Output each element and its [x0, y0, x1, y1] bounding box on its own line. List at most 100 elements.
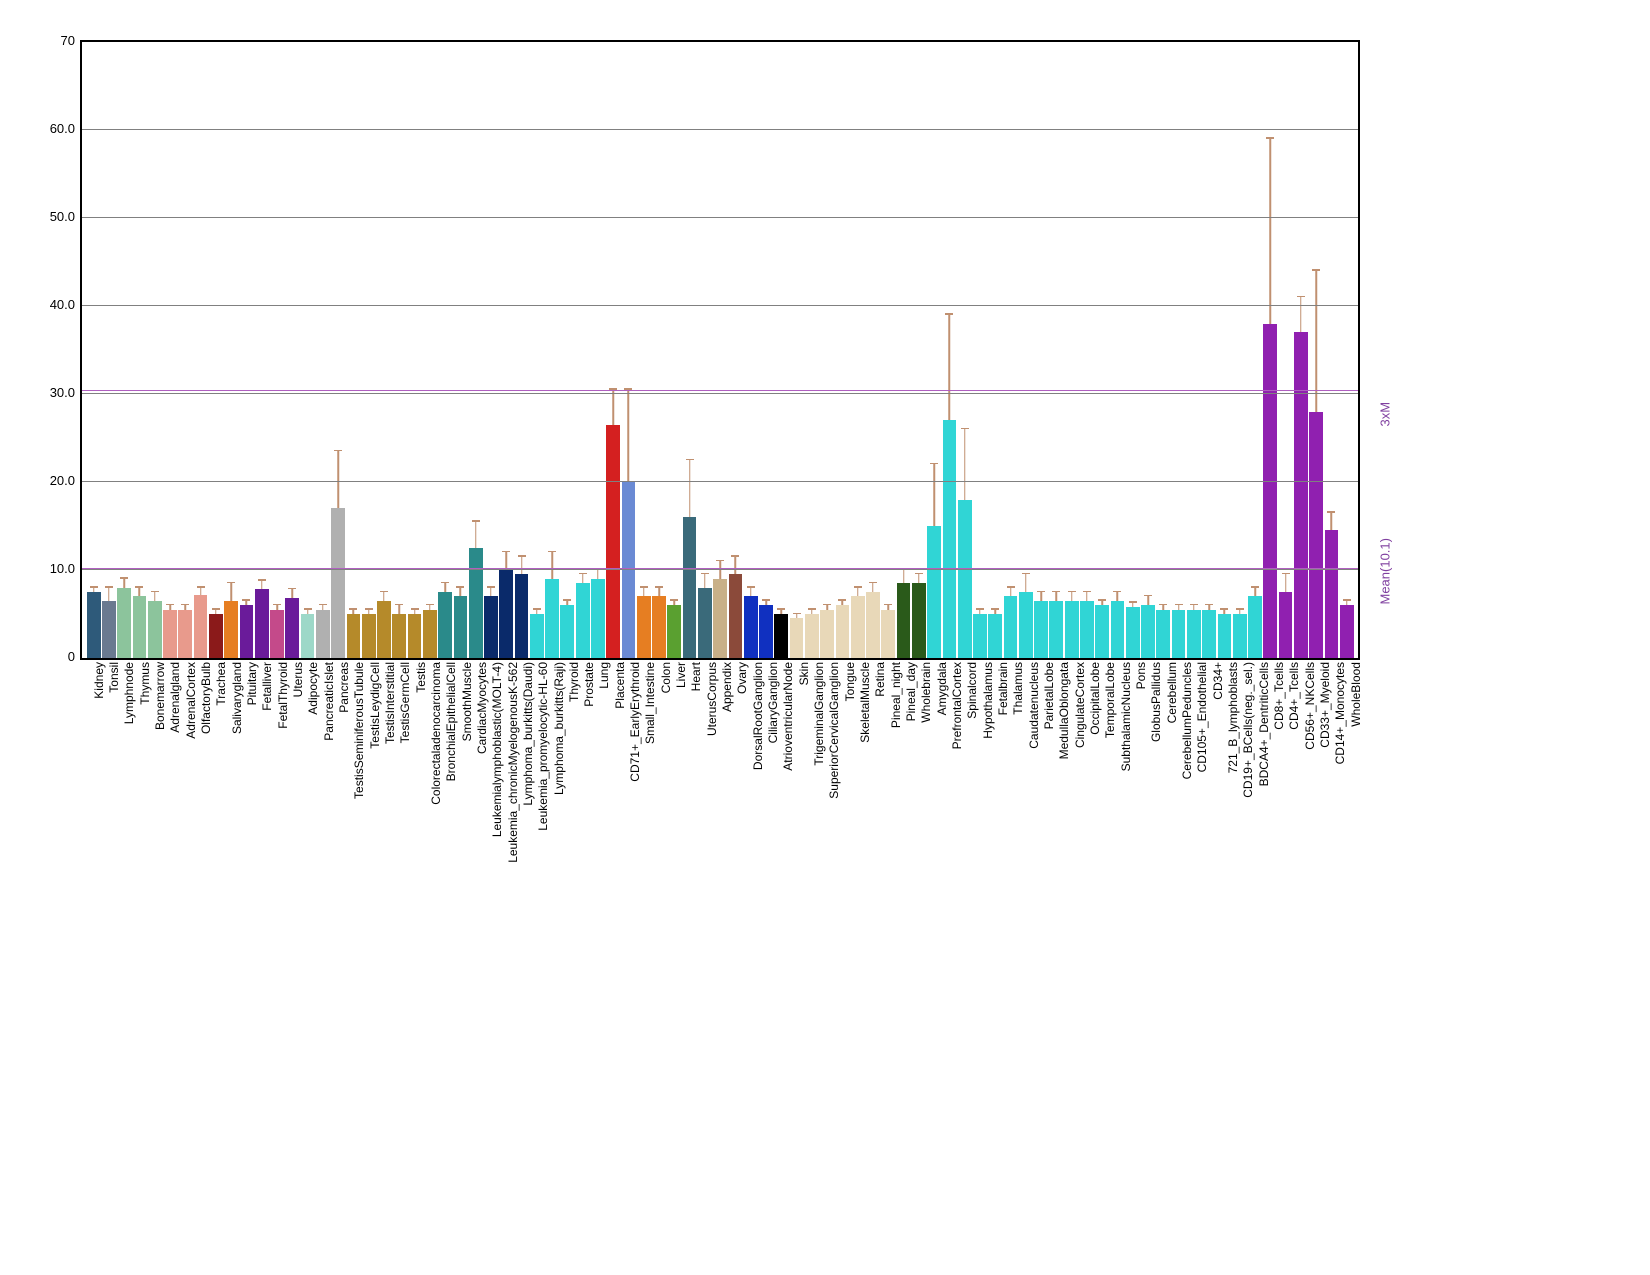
y-tick-label: 60.0: [35, 121, 75, 136]
bar-wrap: [453, 42, 468, 658]
error-bar: [582, 574, 584, 583]
error-bar: [322, 605, 324, 609]
error-bar-cap: [533, 608, 541, 610]
error-bar-cap: [731, 555, 739, 557]
bar-wrap: [1293, 42, 1308, 658]
error-bar-cap: [411, 608, 419, 610]
error-bar-cap: [472, 520, 480, 522]
bar-wrap: [881, 42, 896, 658]
bar: [866, 592, 880, 658]
bar: [1202, 610, 1216, 658]
bar: [560, 605, 574, 658]
error-bar-cap: [1022, 573, 1030, 575]
bar-wrap: [178, 42, 193, 658]
bar: [484, 596, 498, 658]
bar-wrap: [422, 42, 437, 658]
bar-wrap: [1217, 42, 1232, 658]
bar-wrap: [865, 42, 880, 658]
bar-wrap: [224, 42, 239, 658]
error-bar: [826, 605, 828, 609]
error-bar: [276, 605, 278, 609]
error-bar-cap: [135, 586, 143, 588]
error-bar-cap: [1220, 608, 1228, 610]
bar: [148, 601, 162, 658]
bar: [438, 592, 452, 658]
bar: [209, 614, 223, 658]
error-bar: [307, 610, 309, 614]
error-bar: [154, 592, 156, 601]
bar-wrap: [269, 42, 284, 658]
gridline: [82, 129, 1358, 130]
bar: [1233, 614, 1247, 658]
bar-wrap: [254, 42, 269, 658]
error-bar: [765, 601, 767, 605]
error-bar: [1025, 574, 1027, 592]
error-bar: [903, 570, 905, 583]
bar-wrap: [1186, 42, 1201, 658]
error-bar: [1208, 605, 1210, 609]
error-bar-cap: [334, 450, 342, 452]
bar-wrap: [1156, 42, 1171, 658]
error-bar: [536, 610, 538, 614]
error-bar: [444, 583, 446, 592]
error-bar: [185, 605, 187, 609]
reference-line-label: Mean(10.1): [1378, 538, 1393, 604]
error-bar: [1071, 592, 1073, 601]
bar-wrap: [804, 42, 819, 658]
error-bar: [918, 574, 920, 583]
error-bar: [1254, 588, 1256, 597]
error-bar-cap: [1129, 601, 1137, 603]
error-bar-cap: [808, 608, 816, 610]
bar-wrap: [972, 42, 987, 658]
bar-wrap: [239, 42, 254, 658]
bar: [1111, 601, 1125, 658]
error-bar-cap: [304, 608, 312, 610]
bar-wrap: [575, 42, 590, 658]
error-bar-cap: [258, 579, 266, 581]
bar: [1279, 592, 1293, 658]
error-bar: [429, 605, 431, 609]
bar: [1248, 596, 1262, 658]
bar-wrap: [1018, 42, 1033, 658]
bar-wrap: [193, 42, 208, 658]
error-bar-cap: [747, 586, 755, 588]
bar-wrap: [988, 42, 1003, 658]
error-bar: [246, 601, 248, 605]
bar: [347, 614, 361, 658]
error-bar: [979, 610, 981, 614]
error-bar: [200, 588, 202, 595]
bar: [576, 583, 590, 658]
error-bar-cap: [1266, 137, 1274, 139]
bar-wrap: [697, 42, 712, 658]
bar: [591, 579, 605, 658]
error-bar: [383, 592, 385, 601]
error-bar: [1040, 592, 1042, 601]
error-bar: [994, 610, 996, 614]
bar-wrap: [132, 42, 147, 658]
error-bar-cap: [915, 573, 923, 575]
error-bar-cap: [945, 313, 953, 315]
bar-wrap: [346, 42, 361, 658]
bar: [1080, 601, 1094, 658]
bar-wrap: [850, 42, 865, 658]
bar: [698, 588, 712, 658]
bar: [820, 610, 834, 658]
error-bar: [750, 588, 752, 597]
error-bar: [368, 610, 370, 614]
error-bar-cap: [716, 560, 724, 562]
error-bar: [230, 583, 232, 601]
error-bar: [1300, 297, 1302, 332]
error-bar: [719, 561, 721, 579]
error-bar-cap: [288, 588, 296, 590]
error-bar: [1346, 601, 1348, 605]
error-bar: [597, 570, 599, 579]
bar-wrap: [1033, 42, 1048, 658]
bar-wrap: [1049, 42, 1064, 658]
bar: [1034, 601, 1048, 658]
error-bar-cap: [884, 604, 892, 606]
bar: [1263, 324, 1277, 658]
error-bar: [1010, 588, 1012, 597]
error-bar: [1101, 601, 1103, 605]
error-bar: [475, 522, 477, 548]
bar: [1004, 596, 1018, 658]
